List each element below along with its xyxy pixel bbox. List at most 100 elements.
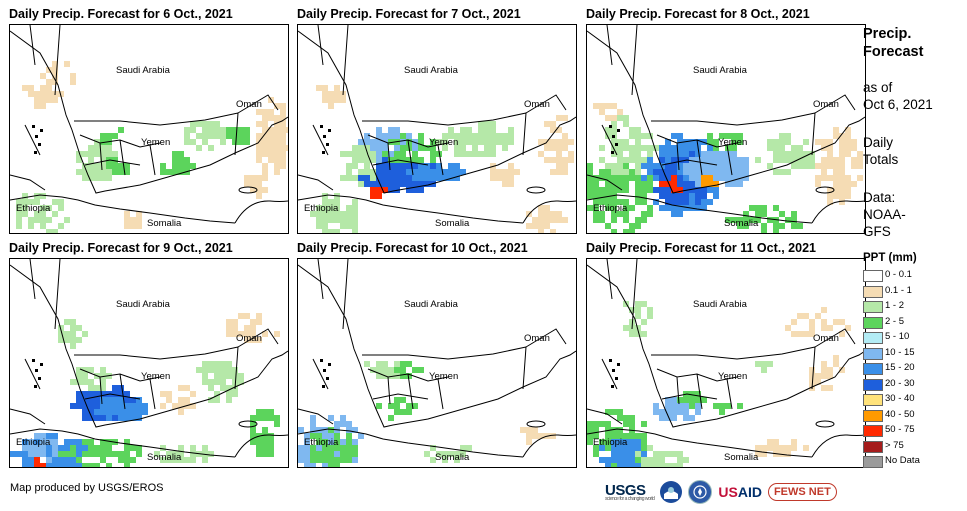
somalia-label: Somalia xyxy=(724,452,759,463)
sidebar-as-of: as of Oct 6, 2021 xyxy=(863,79,933,113)
totals-label: Totals xyxy=(863,152,899,167)
legend-swatch xyxy=(863,409,883,422)
precip-map: Saudi Arabia Oman Yemen Ethiopia Somalia xyxy=(9,258,289,468)
map-credit: Map produced by USGS/EROS xyxy=(10,482,164,494)
forecast-panel-oct-10: Daily Precip. Forecast for 10 Oct., 2021… xyxy=(297,241,577,468)
legend-swatch xyxy=(863,332,883,344)
usgs-logo: USGS science for a changing world xyxy=(605,482,655,502)
somalia-label: Somalia xyxy=(724,218,759,229)
legend-label: 40 - 50 xyxy=(885,408,915,420)
yemen-label: Yemen xyxy=(429,137,459,148)
legend-swatch xyxy=(863,394,883,406)
daily-label: Daily xyxy=(863,135,894,150)
legend-label: > 75 xyxy=(885,439,904,451)
ethiopia-label: Ethiopia xyxy=(304,437,339,448)
usgs-tagline: science for a changing world xyxy=(605,496,655,502)
legend-label: 50 - 75 xyxy=(885,424,915,435)
oman-label: Oman xyxy=(524,333,550,344)
ethiopia-label: Ethiopia xyxy=(304,203,339,214)
data-label: Data: xyxy=(863,190,896,205)
precip-map: Saudi Arabia Oman Yemen Ethiopia Somalia xyxy=(9,24,289,234)
state-dept-seal-icon xyxy=(688,480,713,504)
precip-raster xyxy=(298,259,576,467)
saudi-label: Saudi Arabia xyxy=(404,65,458,76)
legend-swatch xyxy=(863,301,883,313)
usaid-logo: USAID xyxy=(718,484,762,500)
legend-label: No Data xyxy=(885,455,920,466)
panel-title: Daily Precip. Forecast for 8 Oct., 2021 xyxy=(586,7,810,21)
forecast-panel-oct-11: Daily Precip. Forecast for 11 Oct., 2021… xyxy=(586,241,866,468)
legend-swatch xyxy=(863,425,883,437)
somalia-label: Somalia xyxy=(435,452,470,463)
fews-net-logo: FEWS NET xyxy=(767,483,837,501)
precip-raster xyxy=(298,25,576,233)
sidebar-title-line1: Precip. xyxy=(863,26,912,42)
noaa-logo-icon xyxy=(660,481,683,503)
panel-title: Daily Precip. Forecast for 10 Oct., 2021 xyxy=(297,241,528,255)
yemen-label: Yemen xyxy=(429,371,459,382)
precip-map: Saudi Arabia Oman Yemen Ethiopia Somalia xyxy=(297,24,577,234)
ethiopia-label: Ethiopia xyxy=(16,437,51,448)
oman-label: Oman xyxy=(236,99,262,110)
legend-label: 5 - 10 xyxy=(885,331,910,342)
as-of-label: as of xyxy=(863,80,893,95)
legend-swatch xyxy=(863,363,883,375)
sidebar-data-source: Data: NOAA- GFS xyxy=(863,189,906,240)
precip-raster xyxy=(587,259,865,467)
precip-raster xyxy=(10,259,288,467)
forecast-panel-oct-8: Daily Precip. Forecast for 8 Oct., 2021 … xyxy=(586,7,866,234)
forecast-panel-oct-7: Daily Precip. Forecast for 7 Oct., 2021 … xyxy=(297,7,577,234)
legend-label: 2 - 5 xyxy=(885,315,905,327)
legend-swatch xyxy=(863,440,883,453)
precip-map: Saudi Arabia Oman Yemen Ethiopia Somalia xyxy=(586,24,866,234)
yemen-label: Yemen xyxy=(718,137,748,148)
precip-map: Saudi Arabia Oman Yemen Ethiopia Somalia xyxy=(586,258,866,468)
legend-swatch xyxy=(863,456,883,468)
legend-swatch xyxy=(863,378,883,391)
panel-title: Daily Precip. Forecast for 9 Oct., 2021 xyxy=(9,241,233,255)
yemen-label: Yemen xyxy=(141,371,171,382)
data-source-line2: GFS xyxy=(863,224,891,239)
usaid-logo-us: US xyxy=(718,484,738,500)
oman-label: Oman xyxy=(524,99,550,110)
panel-title: Daily Precip. Forecast for 11 Oct., 2021 xyxy=(586,241,816,255)
panel-title: Daily Precip. Forecast for 7 Oct., 2021 xyxy=(297,7,521,21)
saudi-label: Saudi Arabia xyxy=(404,299,458,310)
sidebar-title-line2: Forecast xyxy=(863,44,924,60)
as-of-date: Oct 6, 2021 xyxy=(863,97,933,112)
legend-label: 20 - 30 xyxy=(885,377,915,389)
usaid-logo-aid: AID xyxy=(737,484,762,500)
data-source-line1: NOAA- xyxy=(863,207,906,222)
oman-label: Oman xyxy=(813,99,839,110)
legend-label: 0 - 0.1 xyxy=(885,269,912,280)
legend-swatch xyxy=(863,316,883,329)
ethiopia-label: Ethiopia xyxy=(16,203,51,214)
legend-label: 0.1 - 1 xyxy=(885,284,912,296)
partner-logos: USGS science for a changing world USAID … xyxy=(605,479,837,505)
legend-swatch xyxy=(863,270,883,282)
precip-raster xyxy=(587,25,865,233)
legend-label: 30 - 40 xyxy=(885,393,915,404)
somalia-label: Somalia xyxy=(147,218,182,229)
legend-label: 1 - 2 xyxy=(885,300,905,311)
forecast-panel-oct-9: Daily Precip. Forecast for 9 Oct., 2021 … xyxy=(9,241,289,468)
forecast-panel-oct-6: Daily Precip. Forecast for 6 Oct., 2021 … xyxy=(9,7,289,234)
legend-label: 15 - 20 xyxy=(885,362,915,373)
sidebar-title: Precip. Forecast xyxy=(863,25,923,61)
oman-label: Oman xyxy=(813,333,839,344)
somalia-label: Somalia xyxy=(147,452,182,463)
saudi-label: Saudi Arabia xyxy=(116,65,170,76)
saudi-label: Saudi Arabia xyxy=(693,65,747,76)
oman-label: Oman xyxy=(236,333,262,344)
somalia-label: Somalia xyxy=(435,218,470,229)
precip-map: Saudi Arabia Oman Yemen Ethiopia Somalia xyxy=(297,258,577,468)
precip-raster xyxy=(10,25,288,233)
saudi-label: Saudi Arabia xyxy=(116,299,170,310)
ethiopia-label: Ethiopia xyxy=(593,437,628,448)
legend-swatch xyxy=(863,285,883,298)
usgs-logo-text: USGS xyxy=(605,482,646,499)
legend-title: PPT (mm) xyxy=(863,252,917,264)
yemen-label: Yemen xyxy=(718,371,748,382)
panel-title: Daily Precip. Forecast for 6 Oct., 2021 xyxy=(9,7,233,21)
saudi-label: Saudi Arabia xyxy=(693,299,747,310)
